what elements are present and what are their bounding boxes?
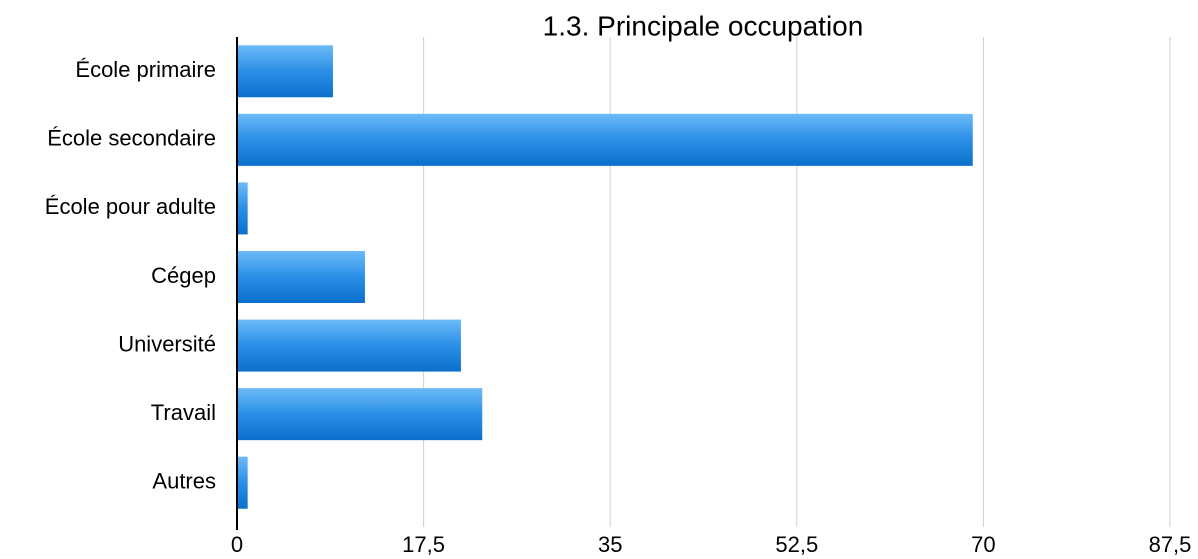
- y-tick-label: École primaire: [75, 57, 216, 82]
- x-tick-label: 17,5: [402, 532, 445, 557]
- x-tick-label: 70: [971, 532, 995, 557]
- x-tick-label: 0: [231, 532, 243, 557]
- y-tick-label: École pour adulte: [45, 194, 216, 219]
- x-tick-label: 87,5: [1149, 532, 1192, 557]
- bar: [237, 388, 483, 441]
- y-tick-label: Université: [118, 331, 216, 356]
- bar: [237, 456, 248, 509]
- x-tick-label: 52,5: [775, 532, 818, 557]
- y-tick-label: Cégep: [151, 263, 216, 288]
- y-tick-label: École secondaire: [47, 126, 216, 151]
- bar: [237, 113, 973, 166]
- x-tick-label: 35: [598, 532, 622, 557]
- bar: [237, 182, 248, 235]
- y-tick-label: Autres: [152, 469, 216, 494]
- bar: [237, 319, 461, 372]
- bar: [237, 251, 365, 303]
- chart-title: 1.3. Principale occupation: [543, 10, 864, 41]
- bar: [237, 45, 333, 98]
- y-tick-label: Travail: [151, 400, 216, 425]
